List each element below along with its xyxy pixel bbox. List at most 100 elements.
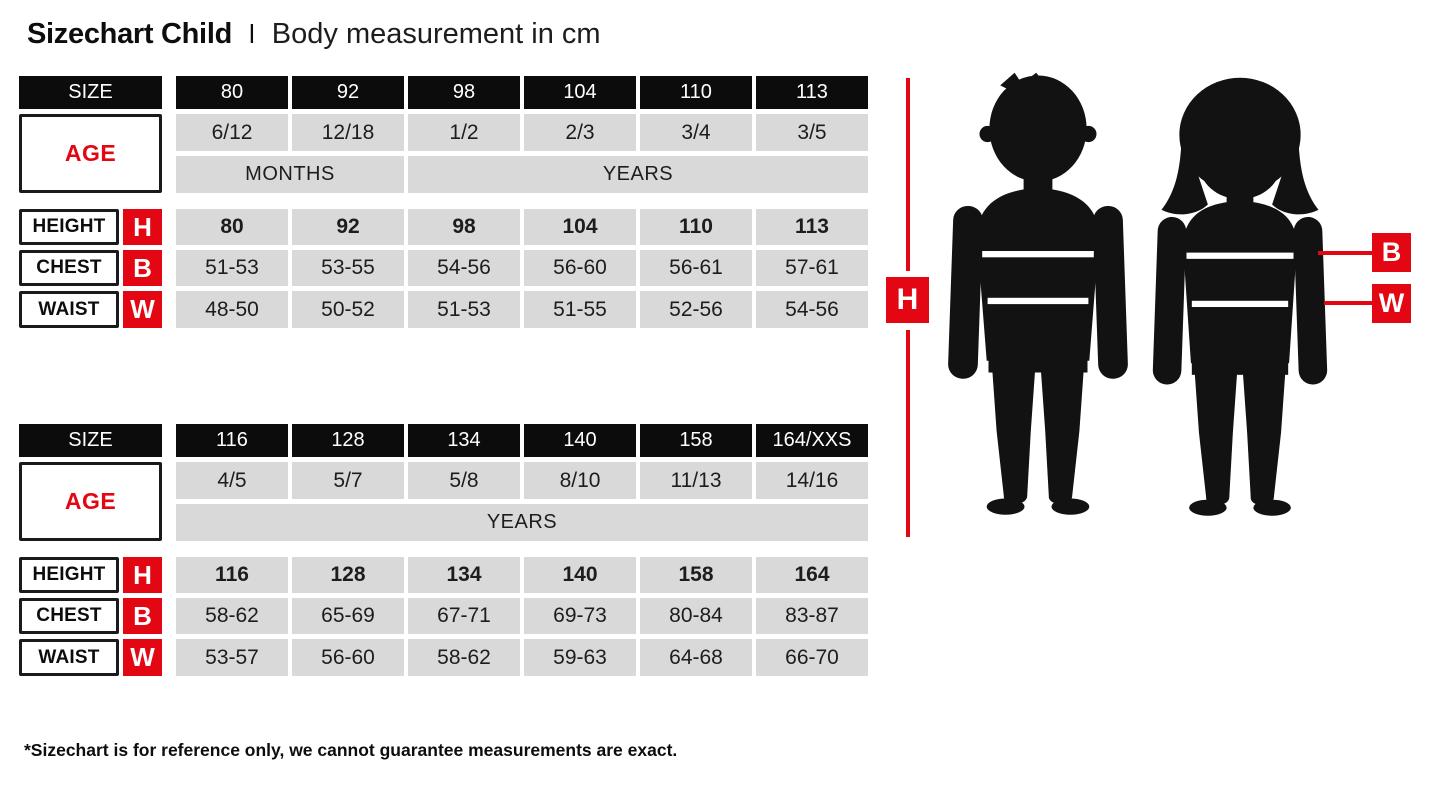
height-value: 134 (408, 557, 520, 593)
waist-value: 54-56 (756, 291, 868, 328)
chest-abbr-badge: B (123, 598, 162, 634)
size-value: 110 (640, 76, 752, 109)
height-value: 158 (640, 557, 752, 593)
chest-value: 67-71 (408, 598, 520, 634)
age-value: 1/2 (408, 114, 520, 151)
girl-waist-line (1191, 300, 1289, 308)
waist-value: 48-50 (176, 291, 288, 328)
waist-value: 56-60 (292, 639, 404, 676)
chest-value: 57-61 (756, 250, 868, 286)
chest-abbr-badge: B (123, 250, 162, 286)
height-value: 116 (176, 557, 288, 593)
age-box: AGE (19, 114, 162, 193)
size-value: 134 (408, 424, 520, 457)
height-marker-line-bottom (906, 330, 910, 537)
size-value: 92 (292, 76, 404, 109)
chest-value: 80-84 (640, 598, 752, 634)
waist-value: 50-52 (292, 291, 404, 328)
unit-months-cell: MONTHS (176, 156, 404, 193)
waist-value: 51-55 (524, 291, 636, 328)
age-value: 5/7 (292, 462, 404, 499)
waist-value: 52-56 (640, 291, 752, 328)
height-value: 140 (524, 557, 636, 593)
waist-value: 51-53 (408, 291, 520, 328)
age-box: AGE (19, 462, 162, 541)
waist-value: 64-68 (640, 639, 752, 676)
size-value: 128 (292, 424, 404, 457)
age-value: 12/18 (292, 114, 404, 151)
size-value: 158 (640, 424, 752, 457)
age-value: 11/13 (640, 462, 752, 499)
age-value: 3/4 (640, 114, 752, 151)
chest-value: 69-73 (524, 598, 636, 634)
waist-label: WAIST (19, 291, 119, 328)
waist-marker-line (1324, 301, 1372, 305)
height-value: 113 (756, 209, 868, 245)
size-value: 164/XXS (756, 424, 868, 457)
boy-waist-line (987, 297, 1089, 305)
chest-marker-line (1318, 251, 1372, 255)
size-header: SIZE (19, 76, 162, 109)
waist-value: 59-63 (524, 639, 636, 676)
height-label: HEIGHT (19, 557, 119, 593)
age-value: 8/10 (524, 462, 636, 499)
waist-abbr-badge: W (123, 291, 162, 328)
age-value: 4/5 (176, 462, 288, 499)
boy-silhouette-icon (948, 72, 1128, 515)
height-value: 92 (292, 209, 404, 245)
waist-label: WAIST (19, 639, 119, 676)
page-title: Sizechart Child l Body measurement in cm (27, 18, 601, 51)
height-abbr-badge: H (123, 209, 162, 245)
chest-value: 58-62 (176, 598, 288, 634)
boy-chest-line (982, 251, 1094, 258)
size-value: 116 (176, 424, 288, 457)
chest-label: CHEST (19, 250, 119, 286)
footnote: *Sizechart is for reference only, we can… (24, 740, 678, 760)
size-value: 98 (408, 76, 520, 109)
chest-value: 56-60 (524, 250, 636, 286)
height-value: 104 (524, 209, 636, 245)
chest-label: CHEST (19, 598, 119, 634)
height-abbr-badge: H (123, 557, 162, 593)
chest-marker-badge: B (1372, 233, 1411, 272)
age-value: 2/3 (524, 114, 636, 151)
age-value: 14/16 (756, 462, 868, 499)
height-value: 98 (408, 209, 520, 245)
height-value: 164 (756, 557, 868, 593)
height-marker-line-top (906, 78, 910, 271)
chest-value: 65-69 (292, 598, 404, 634)
chest-value: 51-53 (176, 250, 288, 286)
title-main: Sizechart Child (27, 18, 232, 50)
size-value: 140 (524, 424, 636, 457)
size-table-small: SIZE 80 92 98 104 110 113 AGE 6/12 12/18… (19, 76, 868, 328)
chest-value: 83-87 (756, 598, 868, 634)
unit-years-cell: YEARS (408, 156, 868, 193)
chest-value: 56-61 (640, 250, 752, 286)
waist-abbr-badge: W (123, 639, 162, 676)
girl-chest-line (1186, 252, 1294, 259)
age-value: 6/12 (176, 114, 288, 151)
age-value: 5/8 (408, 462, 520, 499)
title-subtitle: Body measurement in cm (271, 18, 601, 50)
girl-silhouette-icon (1152, 77, 1328, 516)
height-value: 128 (292, 557, 404, 593)
waist-marker-badge: W (1372, 284, 1411, 323)
chest-value: 53-55 (292, 250, 404, 286)
unit-years-cell: YEARS (176, 504, 868, 541)
waist-value: 66-70 (756, 639, 868, 676)
waist-value: 58-62 (408, 639, 520, 676)
age-value: 3/5 (756, 114, 868, 151)
size-header: SIZE (19, 424, 162, 457)
size-value: 104 (524, 76, 636, 109)
title-separator: l (249, 19, 255, 49)
size-table-large: SIZE 116 128 134 140 158 164/XXS AGE 4/5… (19, 424, 868, 676)
chest-value: 54-56 (408, 250, 520, 286)
size-value: 80 (176, 76, 288, 109)
height-marker-badge: H (886, 277, 929, 323)
height-value: 110 (640, 209, 752, 245)
waist-value: 53-57 (176, 639, 288, 676)
height-value: 80 (176, 209, 288, 245)
size-value: 113 (756, 76, 868, 109)
height-label: HEIGHT (19, 209, 119, 245)
